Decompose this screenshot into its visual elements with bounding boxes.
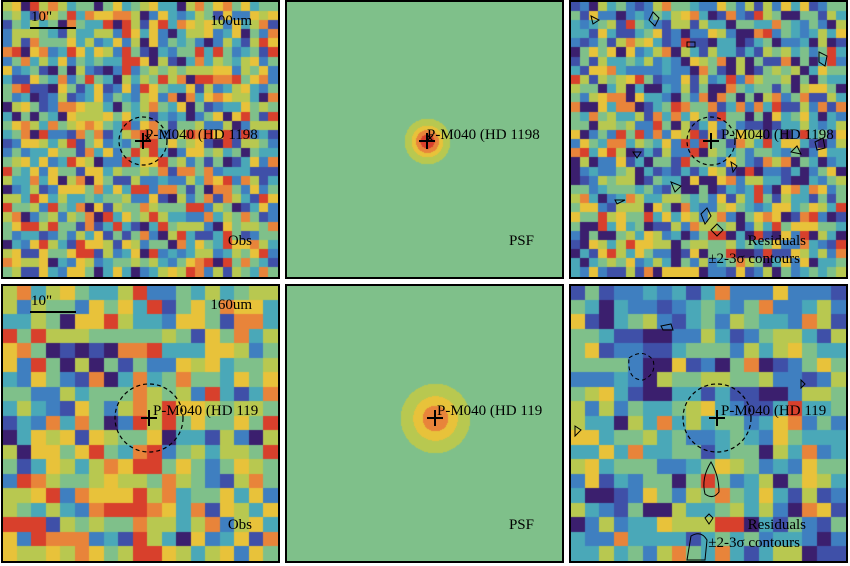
panel-160um-psf: P-M040 (HD 119 PSF (285, 284, 564, 563)
panel-label-obs: Obs (227, 233, 252, 249)
aperture-circle (118, 116, 168, 166)
source-label: P-M040 (HD 1198 (427, 127, 540, 143)
source-cross (709, 410, 725, 426)
aperture-circle (114, 383, 184, 453)
scale-bar (30, 27, 76, 29)
panel-160um-obs: 10" 160um P-M040 (HD 119 Obs (1, 284, 280, 563)
source-cross (703, 133, 719, 149)
source-cross (427, 410, 443, 426)
star-marker (426, 134, 434, 142)
scale-label: 10" (31, 9, 53, 25)
image-160um-psf (287, 286, 562, 561)
band-label: 100um (210, 13, 252, 29)
image-100um-res (571, 2, 846, 277)
overlay-160um-psf (427, 410, 443, 426)
panel-100um-res: P-M040 (HD 1198 Residuals ±2-3σ contours (569, 0, 848, 279)
scale-label: 10" (31, 293, 53, 309)
image-100um-psf (287, 2, 562, 277)
source-label: P-M040 (HD 119 (721, 403, 827, 419)
contour-label: ±2-3σ contours (708, 535, 800, 551)
aperture-circle (686, 116, 736, 166)
scale-bar (30, 311, 76, 313)
panel-label-residuals: Residuals (747, 517, 806, 533)
source-label: P-M040 (HD 1198 (145, 127, 258, 143)
panel-label-residuals: Residuals (747, 233, 806, 249)
panel-label-psf: PSF (508, 233, 534, 249)
band-label: 160um (210, 297, 252, 313)
source-label: P-M040 (HD 1198 (721, 127, 834, 143)
overlay-100um-obs (118, 116, 168, 166)
source-cross (135, 133, 151, 149)
image-100um-obs (3, 2, 278, 277)
aperture-circle (682, 383, 752, 453)
panel-label-obs: Obs (227, 517, 252, 533)
source-label: P-M040 (HD 119 (153, 403, 259, 419)
residual-contours (590, 11, 828, 237)
contour-label: ±2-3σ contours (708, 251, 800, 267)
panel-100um-psf: P-M040 (HD 1198 PSF (285, 0, 564, 279)
overlay-160um-res (574, 323, 806, 561)
panel-100um-obs: 10" 100um P-M040 (HD 1198 Obs (1, 0, 280, 279)
source-label: P-M040 (HD 119 (437, 403, 543, 419)
panel-160um-res: P-M040 (HD 119 Residuals ±2-3σ contours (569, 284, 848, 563)
source-cross (141, 410, 157, 426)
overlay-100um-psf (419, 133, 435, 149)
overlay-160um-obs (114, 383, 184, 453)
residual-contours (574, 323, 806, 561)
image-160um-obs (3, 286, 278, 561)
overlay-100um-res (590, 11, 828, 237)
star-marker (144, 134, 152, 142)
panel-label-psf: PSF (508, 517, 534, 533)
